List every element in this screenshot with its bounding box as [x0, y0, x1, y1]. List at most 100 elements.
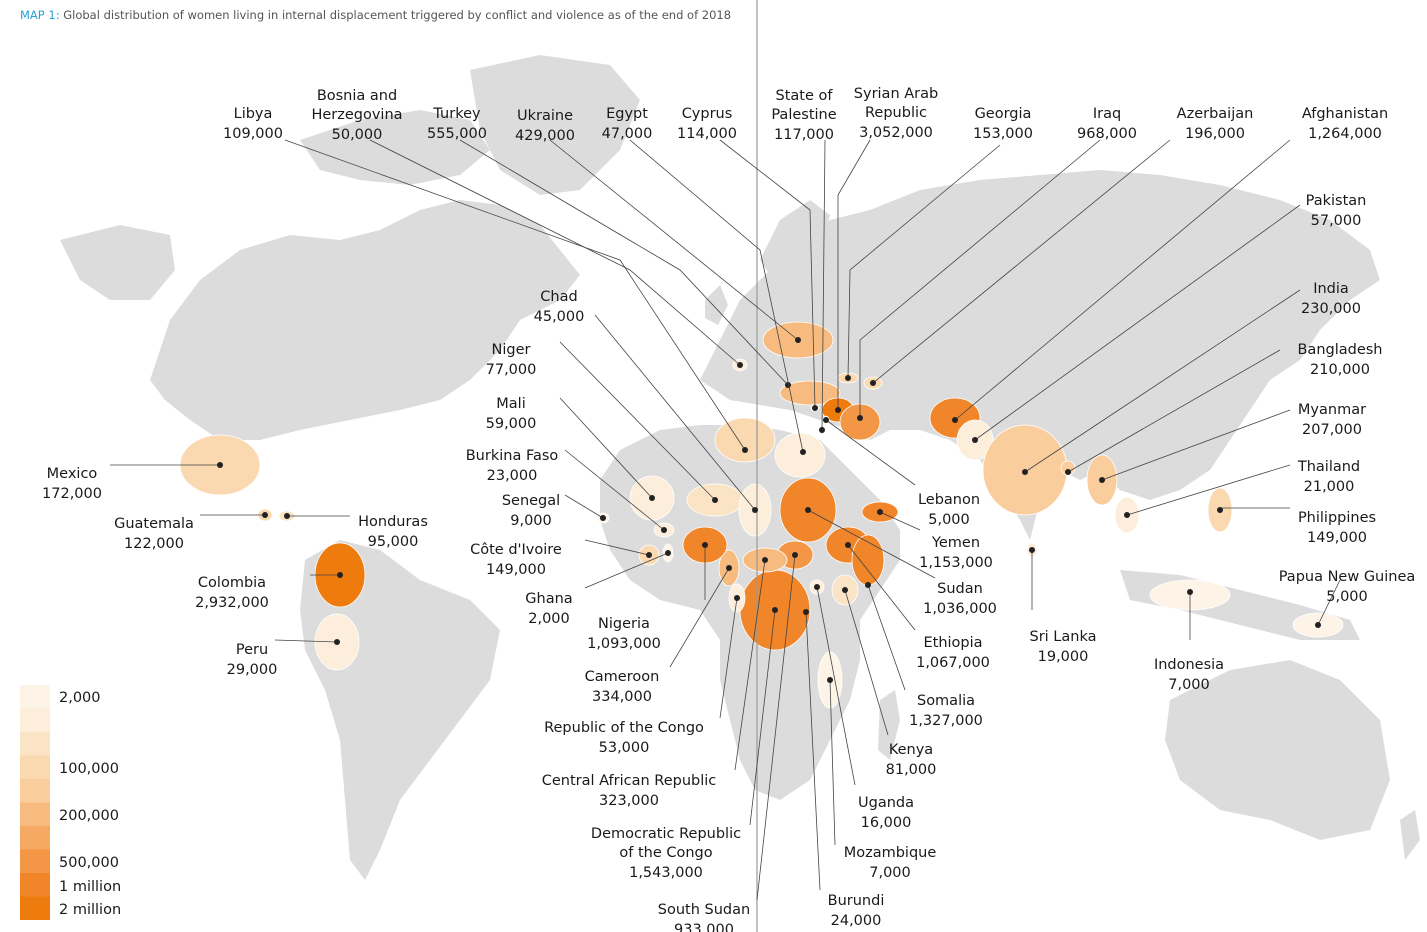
country-value-peru: 29,000 [227, 662, 278, 678]
country-dot-car [762, 557, 768, 563]
country-dot-colombia [337, 572, 343, 578]
country-value-bosnia: 50,000 [332, 127, 383, 143]
leader-line-cyprus [719, 139, 816, 409]
country-name-afghanistan: Afghanistan [1302, 106, 1388, 122]
leader-line-azerbaijan [872, 139, 1171, 384]
legend-swatch [20, 873, 50, 897]
country-value-southsudan: 933,000 [674, 922, 734, 932]
country-name-palestine: State of [776, 88, 834, 104]
country-name-libya: Libya [234, 106, 273, 122]
country-name-cyprus: Cyprus [682, 106, 733, 122]
country-shape-libya [714, 417, 776, 463]
country-name-mali: Mali [496, 396, 525, 412]
land-layer [60, 55, 1420, 880]
land-alaska [60, 225, 175, 300]
country-value-egypt: 47,000 [602, 126, 653, 142]
land-scandinavia [760, 200, 830, 290]
country-dot-burkinafaso [661, 527, 667, 533]
country-name-nigeria: Nigeria [598, 616, 650, 632]
country-value-myanmar: 207,000 [1302, 422, 1362, 438]
leader-line-ukraine [549, 139, 799, 341]
country-dot-somalia [865, 582, 871, 588]
country-value-uganda: 16,000 [861, 815, 912, 831]
country-name-thailand: Thailand [1297, 459, 1360, 475]
country-dot-india [1022, 469, 1028, 475]
country-name-chad: Chad [540, 289, 577, 305]
legend-tick-label: 1 million [59, 879, 121, 895]
country-dot-philippines [1217, 507, 1223, 513]
country-name-iraq: Iraq [1093, 106, 1121, 122]
country-value-congo: 53,000 [599, 740, 650, 756]
leader-line-chad [594, 314, 756, 511]
country-value-georgia: 153,000 [973, 126, 1033, 142]
country-shape-turkey [779, 380, 841, 406]
country-dot-bosnia [737, 362, 743, 368]
legend-tick-label: 200,000 [59, 808, 119, 824]
country-value-ethiopia: 1,067,000 [916, 655, 990, 671]
country-name-drc: Democratic Republic [591, 826, 741, 842]
country-name-congo: Republic of the Congo [544, 720, 704, 736]
country-value-mali: 59,000 [486, 416, 537, 432]
country-value-lebanon: 5,000 [928, 512, 970, 528]
leader-line-iraq [859, 139, 1101, 418]
leader-line-palestine [821, 139, 826, 431]
country-value-cotedivoire: 149,000 [486, 562, 546, 578]
country-name-ghana: Ghana [525, 591, 572, 607]
country-name-guatemala: Guatemala [114, 516, 194, 532]
land-australia [1165, 660, 1390, 840]
leader-line-sudan [807, 509, 936, 579]
country-value-papua: 5,000 [1326, 589, 1368, 605]
land-madagascar [878, 690, 900, 760]
leader-line-papua [1317, 579, 1341, 626]
legend-swatch [20, 732, 50, 756]
country-dot-uganda [814, 584, 820, 590]
country-name-honduras: Honduras [358, 514, 428, 530]
country-value-libya: 109,000 [223, 126, 283, 142]
country-name-cameroon: Cameroon [585, 669, 660, 685]
country-value-niger: 77,000 [486, 362, 537, 378]
country-dot-mozambique [827, 677, 833, 683]
leader-line-southsudan [756, 554, 796, 901]
leader-line-mozambique [829, 679, 836, 846]
country-dot-ukraine [795, 337, 801, 343]
country-name-indonesia: Indonesia [1154, 657, 1224, 673]
country-value-mexico: 172,000 [42, 486, 102, 502]
map-title-text: Global distribution of women living in i… [63, 8, 732, 22]
leader-line-burundi [805, 611, 821, 891]
country-dot-pakistan [972, 437, 978, 443]
country-dot-turkey [785, 382, 791, 388]
leader-line-mali [559, 397, 653, 499]
legend-swatch [20, 896, 50, 920]
leader-line-libya [284, 139, 746, 451]
country-value-nigeria: 1,093,000 [587, 636, 661, 652]
country-name-srilanka: Sri Lanka [1030, 629, 1097, 645]
country-name-bosnia: Bosnia and [317, 88, 397, 104]
country-dot-kenya [842, 587, 848, 593]
country-value-ukraine: 429,000 [515, 128, 575, 144]
country-name-bosnia: Herzegovina [311, 107, 402, 123]
country-name-mozambique: Mozambique [844, 845, 937, 861]
country-name-ethiopia: Ethiopia [923, 635, 982, 651]
legend-swatch [20, 779, 50, 803]
leader-line-cameroon [669, 567, 730, 668]
leader-line-ethiopia [847, 544, 916, 631]
country-name-bangladesh: Bangladesh [1297, 342, 1382, 358]
legend-swatch [20, 802, 50, 826]
country-value-honduras: 95,000 [368, 534, 419, 550]
country-dot-egypt [800, 449, 806, 455]
leader-line-bosnia [369, 139, 741, 366]
country-shape-egypt [774, 432, 826, 478]
country-value-burkinafaso: 23,000 [487, 468, 538, 484]
country-dot-indonesia [1187, 589, 1193, 595]
country-name-somalia: Somalia [917, 693, 975, 709]
country-dot-southsudan [792, 552, 798, 558]
country-dot-ghana [665, 550, 671, 556]
country-dot-cyprus [812, 405, 818, 411]
land-eurasia [700, 170, 1380, 540]
country-value-azerbaijan: 196,000 [1185, 126, 1245, 142]
country-value-car: 323,000 [599, 793, 659, 809]
country-value-india: 230,000 [1301, 301, 1361, 317]
leader-line-peru [274, 639, 338, 643]
country-dot-peru [334, 639, 340, 645]
country-dot-syria [835, 407, 841, 413]
